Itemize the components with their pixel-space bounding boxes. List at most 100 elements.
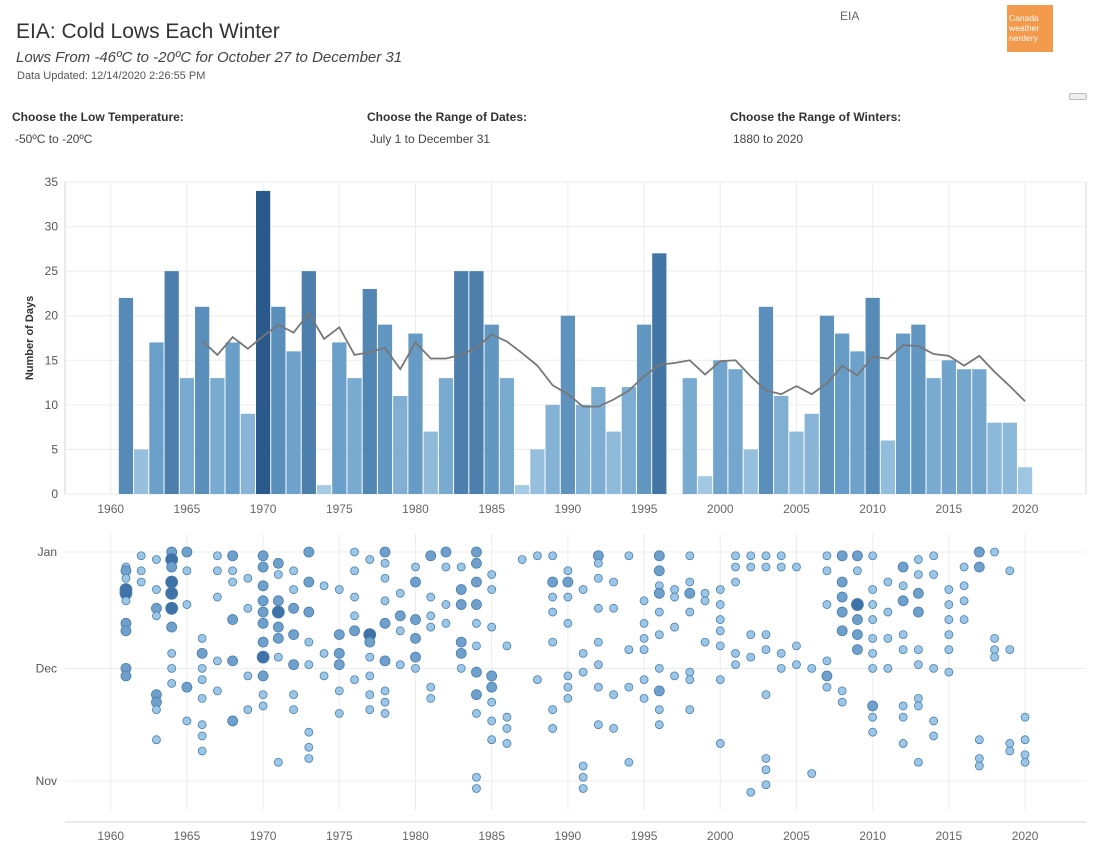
cold-day-point bbox=[426, 622, 436, 632]
cold-day-point bbox=[334, 585, 344, 594]
bar bbox=[210, 378, 225, 494]
cold-day-point bbox=[395, 660, 405, 670]
cold-day-point bbox=[410, 632, 421, 644]
cold-day-point bbox=[410, 651, 421, 663]
cold-day-point bbox=[929, 716, 939, 726]
cold-day-point bbox=[502, 712, 512, 722]
cold-day-point bbox=[990, 645, 999, 655]
bar bbox=[332, 342, 347, 494]
cold-day-point bbox=[639, 694, 649, 703]
bar bbox=[484, 324, 499, 494]
bar bbox=[1002, 422, 1017, 494]
cold-day-point bbox=[792, 641, 801, 651]
bar bbox=[362, 288, 377, 494]
cold-day-point bbox=[426, 611, 436, 621]
x-tick-label: 1980 bbox=[402, 502, 429, 516]
cold-day-point bbox=[852, 550, 863, 562]
bar bbox=[606, 431, 621, 494]
cold-day-point bbox=[639, 633, 649, 643]
cold-day-point bbox=[471, 689, 482, 701]
cold-day-point bbox=[165, 601, 179, 615]
bar bbox=[896, 333, 911, 494]
cold-day-point bbox=[165, 575, 179, 589]
cold-day-point bbox=[822, 600, 832, 609]
cold-day-point bbox=[821, 670, 833, 682]
cold-day-point bbox=[746, 562, 756, 572]
cold-day-point bbox=[731, 660, 740, 670]
bar bbox=[545, 404, 560, 494]
cold-day-point bbox=[258, 690, 268, 700]
cold-day-point bbox=[653, 565, 665, 577]
y-tick-label: 25 bbox=[45, 264, 59, 278]
cold-day-point bbox=[273, 757, 283, 767]
cold-day-point bbox=[822, 566, 832, 576]
cold-day-point bbox=[350, 675, 359, 685]
cold-day-point bbox=[578, 648, 588, 658]
cold-day-point bbox=[333, 647, 345, 659]
cold-day-point bbox=[272, 557, 284, 569]
filter-value[interactable]: -50ºC to -20ºC bbox=[15, 132, 93, 146]
x-tick-label: 1980 bbox=[402, 829, 429, 843]
filter-date-range[interactable]: Choose the Range of Dates: July 1 to Dec… bbox=[367, 110, 527, 146]
cold-day-point bbox=[121, 573, 131, 583]
cold-day-point bbox=[836, 550, 848, 562]
cold-day-point bbox=[578, 667, 588, 677]
y-tick-label: 20 bbox=[45, 309, 59, 323]
bar bbox=[393, 395, 408, 494]
filter-value[interactable]: July 1 to December 31 bbox=[370, 132, 491, 146]
bar bbox=[301, 271, 316, 494]
cold-day-point bbox=[624, 757, 634, 767]
cold-day-point bbox=[243, 671, 253, 681]
cold-day-point bbox=[685, 577, 695, 587]
logo-line-2: weather bbox=[1009, 23, 1040, 33]
cold-day-point bbox=[152, 585, 161, 594]
cold-day-point bbox=[304, 727, 314, 737]
cold-day-point bbox=[227, 655, 239, 667]
cold-day-point bbox=[898, 701, 908, 711]
filter-winter-range[interactable]: Choose the Range of Winters: 1880 to 202… bbox=[730, 110, 901, 146]
cold-day-point bbox=[257, 636, 269, 648]
bar bbox=[195, 306, 210, 494]
cold-day-point bbox=[593, 637, 603, 647]
cold-day-point bbox=[715, 585, 725, 594]
cold-day-point bbox=[166, 561, 178, 573]
x-tick-label: 2000 bbox=[707, 829, 734, 843]
cold-day-point bbox=[792, 660, 801, 670]
cold-day-point bbox=[913, 555, 923, 564]
canada-weather-nerdery-logo[interactable]: Canada weather nerdery bbox=[1007, 5, 1053, 52]
cold-day-point bbox=[152, 555, 161, 564]
cold-day-point bbox=[776, 663, 786, 673]
cold-day-point bbox=[182, 566, 192, 576]
cold-day-point bbox=[761, 562, 771, 572]
cold-day-point bbox=[471, 546, 482, 558]
cold-day-point bbox=[929, 731, 939, 741]
x-tick-label: 1975 bbox=[326, 829, 353, 843]
cold-day-point bbox=[1020, 735, 1030, 745]
cold-day-point bbox=[685, 607, 695, 617]
bar bbox=[880, 440, 896, 494]
cold-day-point bbox=[913, 645, 923, 655]
cold-day-point bbox=[272, 595, 284, 607]
cold-day-point bbox=[136, 551, 146, 561]
toolbar-toggle[interactable] bbox=[1069, 93, 1087, 100]
bar bbox=[225, 342, 240, 494]
bar bbox=[255, 190, 271, 494]
cold-day-point bbox=[472, 772, 481, 782]
cold-day-point bbox=[639, 645, 649, 655]
cold-day-point bbox=[380, 709, 390, 718]
cold-day-point bbox=[472, 618, 481, 628]
cold-day-point bbox=[776, 648, 786, 658]
cold-day-point bbox=[654, 663, 664, 673]
logo-line-1: Canada bbox=[1009, 13, 1039, 23]
cold-day-point bbox=[258, 701, 268, 711]
cold-day-point bbox=[165, 586, 179, 600]
y-tick-label: 10 bbox=[45, 398, 59, 412]
cold-day-point bbox=[959, 581, 969, 591]
cold-day-point bbox=[380, 686, 390, 696]
cold-day-point bbox=[990, 633, 999, 643]
filter-low-temperature[interactable]: Choose the Low Temperature: -50ºC to -20… bbox=[12, 110, 184, 146]
cold-day-point bbox=[167, 663, 177, 673]
cold-day-point bbox=[334, 709, 344, 718]
y-tick-label: 0 bbox=[51, 487, 58, 501]
filter-value[interactable]: 1880 to 2020 bbox=[733, 132, 804, 146]
